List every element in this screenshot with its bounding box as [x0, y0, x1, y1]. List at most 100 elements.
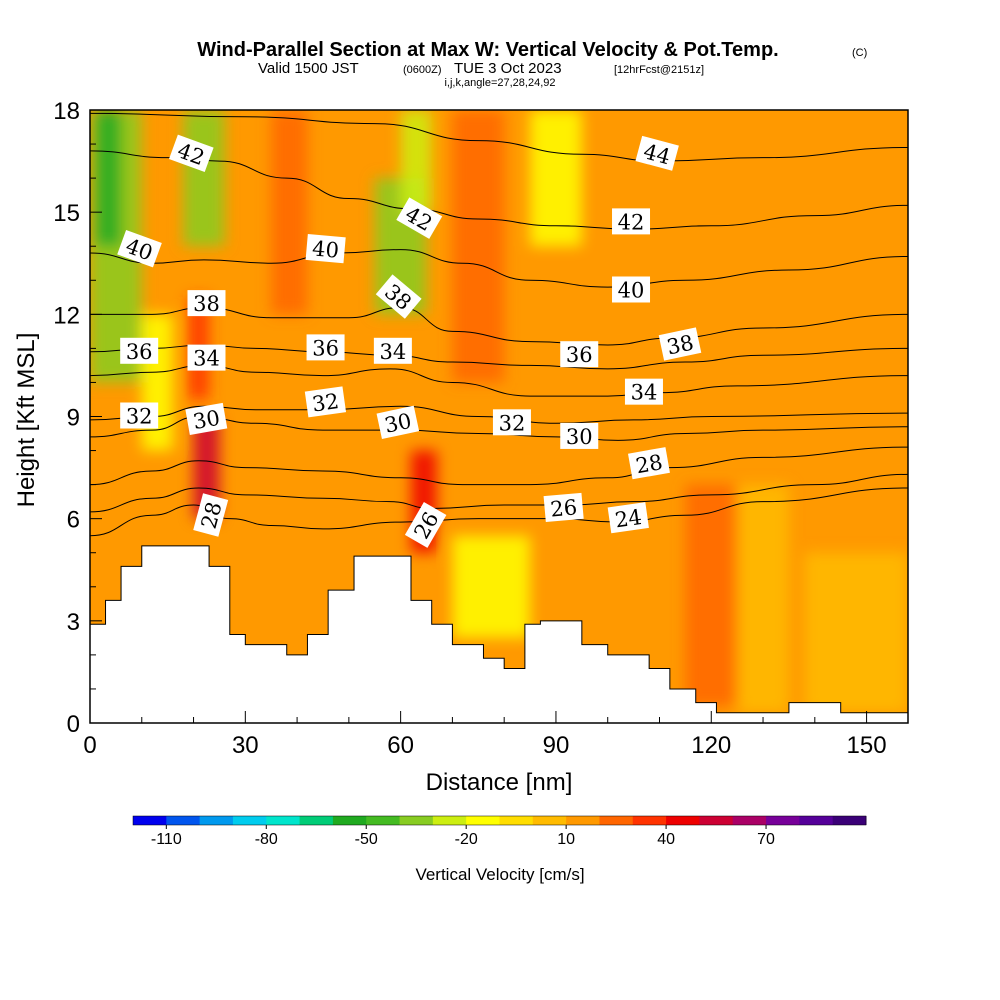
contour-label-box — [376, 405, 420, 439]
colorbar-title: Vertical Velocity [cm/s] — [415, 865, 584, 884]
valid-zulu: (0600Z) — [403, 64, 442, 76]
velocity-feature-13 — [737, 484, 789, 713]
contour-label-text: 26 — [549, 495, 578, 521]
contour-label-32: 32 — [492, 409, 531, 436]
contour-label-36: 36 — [306, 334, 345, 361]
velocity-feature-12 — [452, 535, 531, 638]
contour-label-text: 28 — [634, 450, 664, 478]
contour-label-40: 40 — [305, 234, 346, 264]
contour-label-box — [635, 135, 679, 171]
colorbar-swatch-7 — [366, 816, 401, 825]
contour-label-text: 32 — [311, 389, 341, 416]
x-tick-label-120: 120 — [691, 732, 731, 759]
contour-label-box — [185, 402, 228, 436]
contour-label-24: 24 — [607, 502, 649, 534]
colorbar-swatch-2 — [199, 816, 234, 825]
contour-label-box — [305, 234, 346, 264]
colorbar-swatch-1 — [166, 816, 201, 825]
velocity-feature-8 — [400, 110, 432, 213]
colorbar-swatch-20 — [799, 816, 834, 825]
terrain — [90, 545, 908, 723]
contour-label-text: 38 — [665, 330, 696, 359]
colorbar-swatch-10 — [466, 816, 500, 825]
colorbar-label--20: -20 — [455, 831, 478, 848]
contour-label-box — [560, 422, 599, 449]
contour-label-box — [560, 341, 599, 368]
contour-label-30: 30 — [560, 422, 599, 449]
colorbar-swatch-6 — [332, 816, 367, 825]
contour-label-text: 36 — [566, 343, 593, 367]
contour-label-box — [404, 502, 447, 548]
contour-label-text: 30 — [191, 406, 221, 434]
colorbar-swatch-16 — [666, 816, 700, 825]
contour-label-36: 36 — [120, 337, 159, 364]
contour-label-box — [612, 208, 651, 235]
forecast-info: [12hrFcst@2151z] — [614, 64, 704, 76]
y-tick-label-6: 6 — [67, 507, 80, 534]
contour-label-42: 42 — [612, 208, 651, 235]
contour-label-text: 42 — [618, 210, 645, 234]
x-tick-label-90: 90 — [543, 732, 570, 759]
grid-indices: i,j,k,angle=27,28,24,92 — [444, 77, 555, 89]
velocity-feature-10 — [452, 110, 505, 383]
contour-label-text: 38 — [193, 292, 220, 316]
contour-label-30: 30 — [185, 402, 228, 436]
x-tick-label-60: 60 — [387, 732, 414, 759]
colorbar-frame — [132, 815, 867, 826]
contour-label-text: 30 — [566, 425, 593, 449]
contour-label-text: 34 — [631, 381, 658, 405]
contour-label-text: 40 — [618, 278, 645, 302]
valid-time: Valid 1500 JST — [258, 60, 359, 77]
velocity-feature-14 — [804, 552, 908, 713]
velocity-feature-11 — [530, 110, 582, 247]
copyright-mark: (C) — [852, 47, 867, 59]
y-tick-label-3: 3 — [67, 609, 80, 636]
velocity-feature-2 — [183, 110, 225, 247]
theta-contour-44 — [90, 112, 908, 162]
y-tick-label-18: 18 — [53, 98, 80, 125]
contour-label-box — [304, 386, 347, 418]
contour-label-text: 36 — [126, 340, 153, 364]
colorbar-label--50: -50 — [355, 831, 378, 848]
theta-contour-40 — [90, 249, 908, 288]
contour-label-box — [658, 327, 702, 361]
theta-contour-26 — [90, 473, 908, 513]
colorbar-label--80: -80 — [255, 831, 278, 848]
contour-label-box — [492, 409, 531, 436]
contour-label-34: 34 — [373, 337, 412, 364]
velocity-feature-6 — [271, 110, 308, 315]
theta-contours — [90, 112, 908, 537]
contour-label-28: 28 — [627, 447, 670, 480]
contour-label-text: 32 — [126, 405, 153, 429]
contour-label-26: 26 — [543, 492, 584, 523]
colorbar-label-40: 40 — [657, 831, 675, 848]
colorbar-swatch-4 — [266, 816, 301, 825]
colorbar-label-70: 70 — [757, 831, 775, 848]
colorbar-swatch-17 — [699, 816, 734, 825]
colorbar-swatch-3 — [232, 816, 267, 825]
contour-label-38: 38 — [187, 290, 226, 317]
colorbar-label--110: -110 — [151, 831, 182, 848]
contour-label-30: 30 — [376, 405, 420, 439]
contour-label-text: 40 — [311, 237, 340, 263]
contour-label-box — [624, 378, 663, 405]
colorbar-swatch-19 — [766, 816, 800, 825]
contour-label-36: 36 — [560, 341, 599, 368]
colorbar-swatch-5 — [299, 816, 334, 825]
contour-label-34: 34 — [187, 344, 226, 371]
contour-label-text: 36 — [312, 336, 339, 360]
valid-date: TUE 3 Oct 2023 — [454, 60, 562, 77]
colorbar-swatch-12 — [532, 816, 567, 825]
x-tick-label-0: 0 — [83, 732, 96, 759]
theta-contour-28 — [90, 446, 908, 486]
contour-label-box — [117, 229, 162, 268]
y-tick-label-0: 0 — [67, 711, 80, 738]
colorbar — [132, 815, 867, 826]
contour-label-box — [612, 276, 651, 303]
contour-label-text: 32 — [499, 411, 526, 435]
y-tick-label-9: 9 — [67, 405, 80, 432]
theta-contour-42 — [90, 150, 908, 230]
contour-label-40: 40 — [612, 276, 651, 303]
colorbar-swatch-21 — [832, 816, 867, 825]
